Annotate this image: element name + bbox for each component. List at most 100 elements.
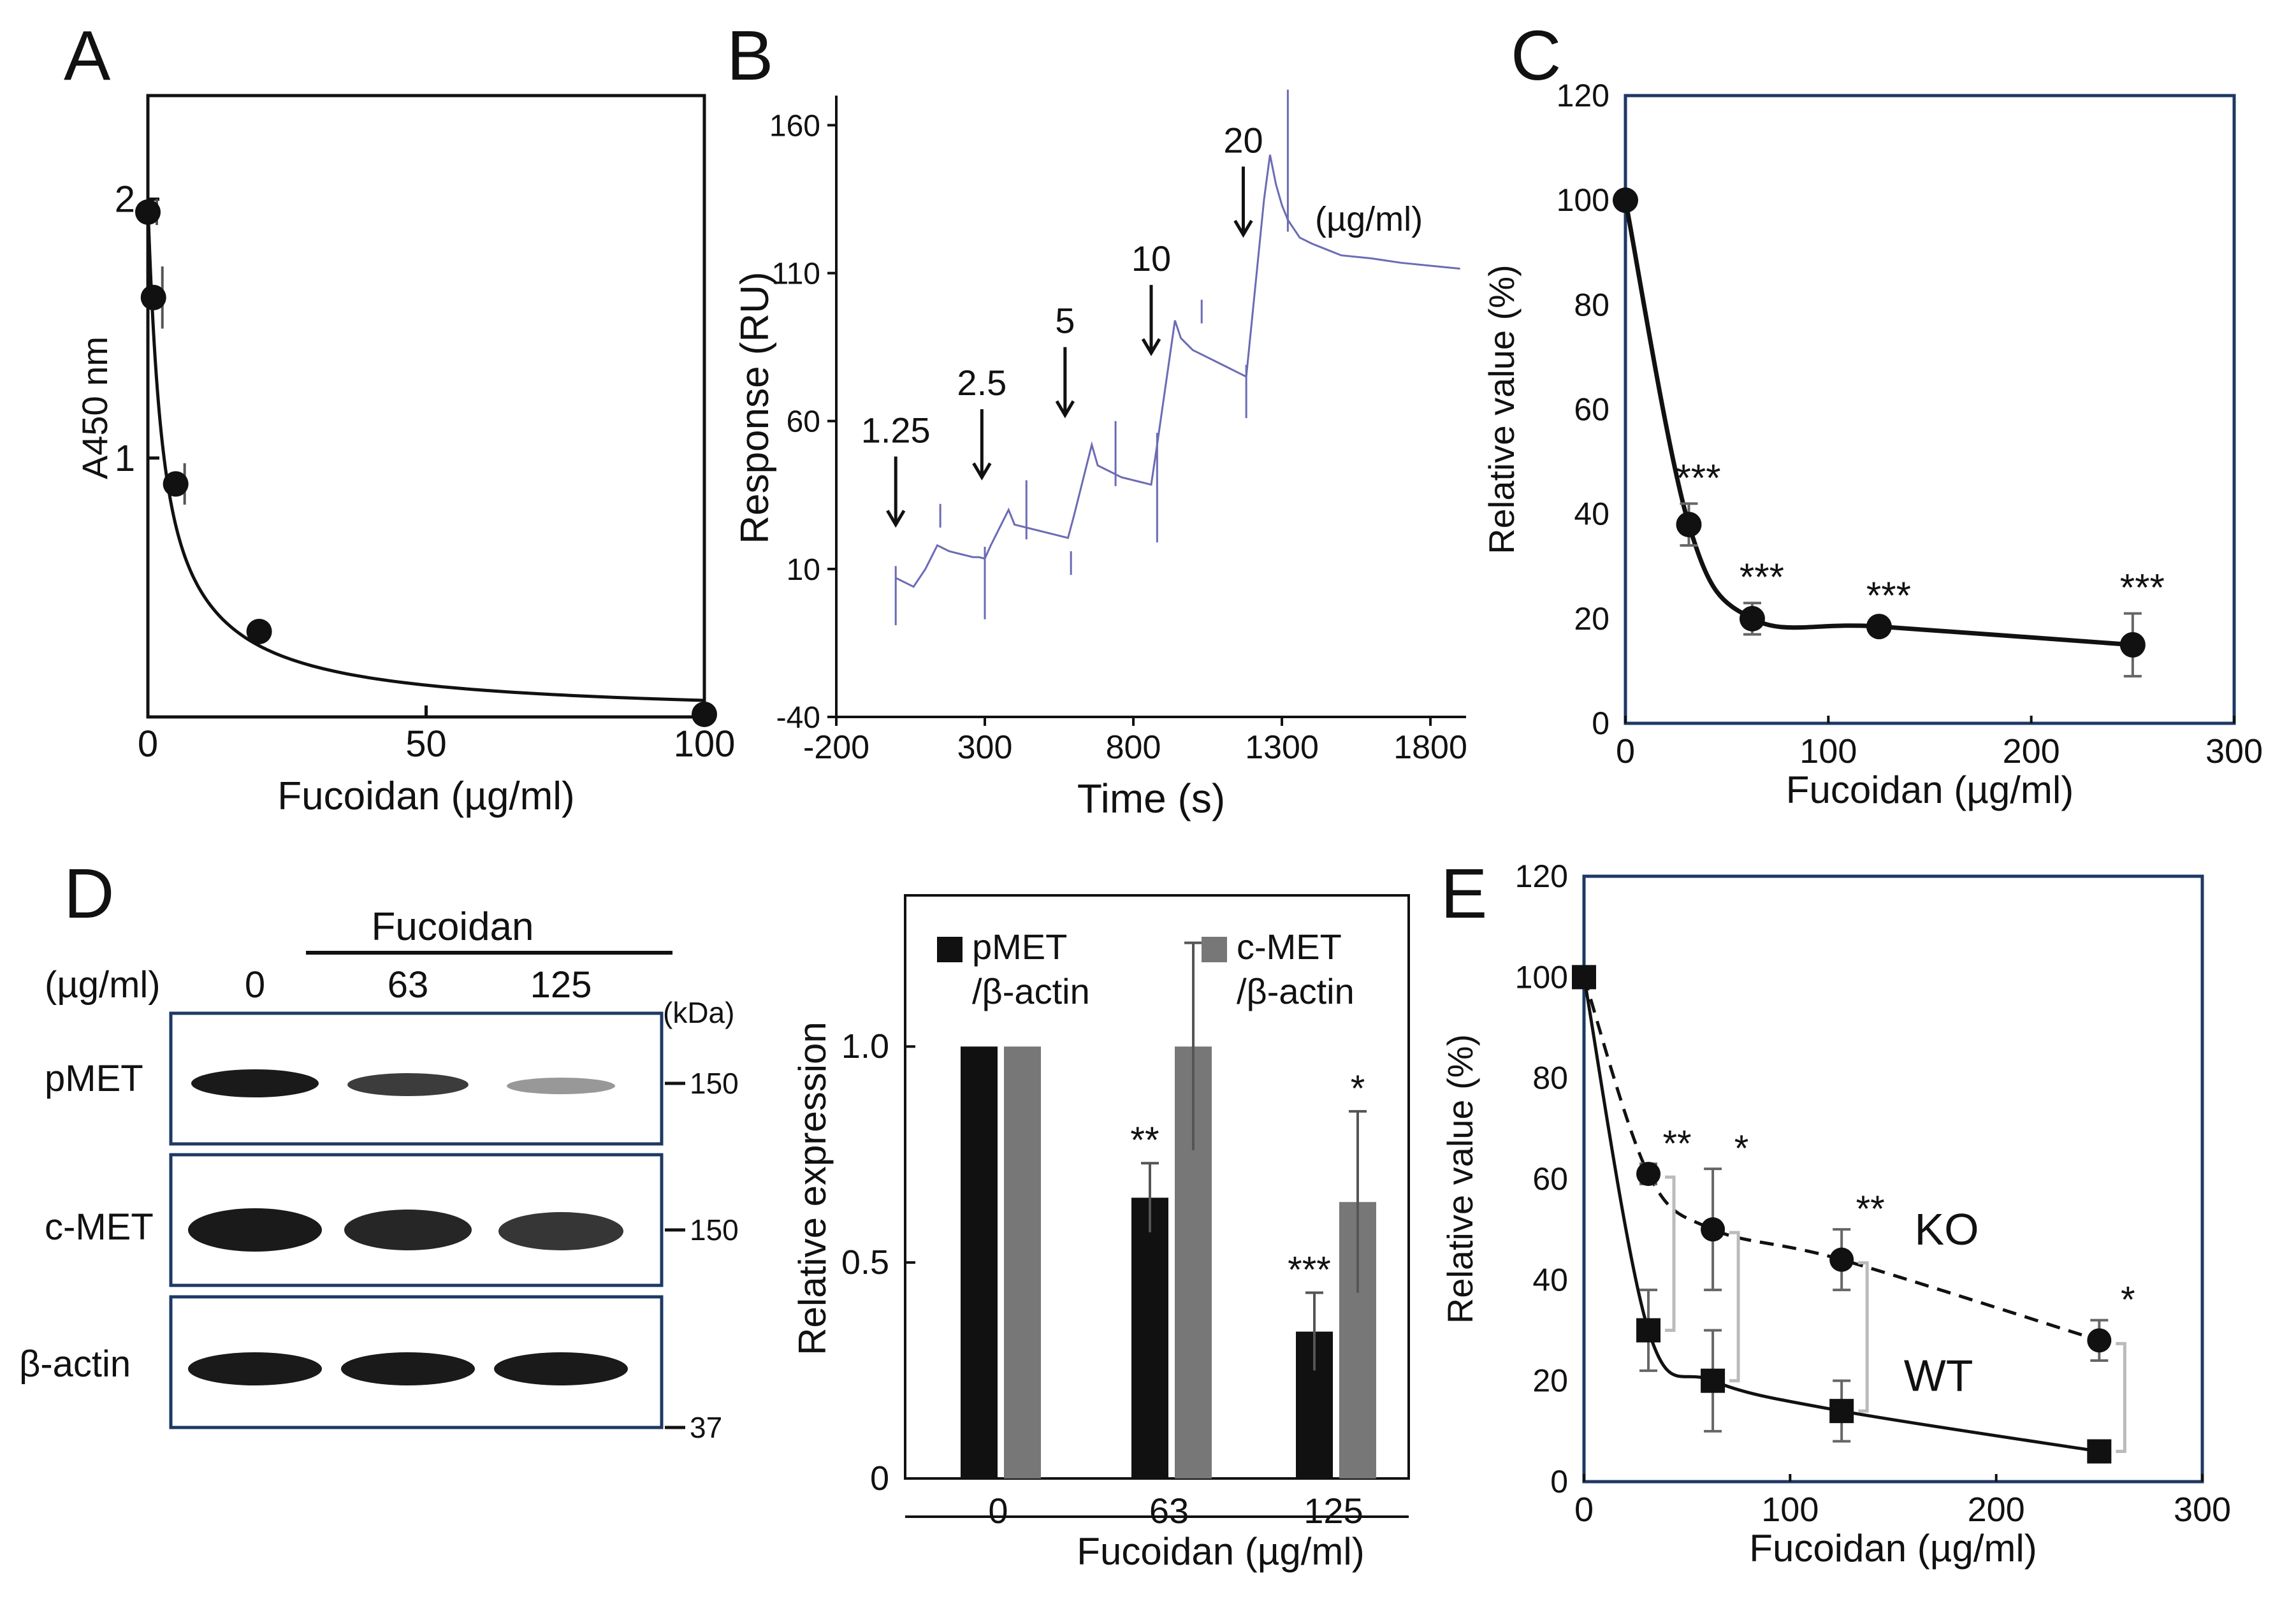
significance-bracket (2116, 1341, 2126, 1453)
panel-label-b: B (727, 17, 773, 95)
ko-data-point (2087, 1328, 2112, 1353)
legend-label: /β-actin (1237, 971, 1355, 1011)
y-tick-label: 60 (1532, 1161, 1568, 1197)
y-tick-label: 100 (1515, 959, 1568, 995)
significance-marker: * (1734, 1128, 1749, 1169)
significance-marker: *** (1866, 574, 1911, 617)
y-tick-label: 1.0 (841, 1027, 889, 1066)
x-tick-label: 1800 (1393, 729, 1467, 766)
y-tick-label: 20 (1574, 601, 1609, 637)
x-axis-title: Fucoidan (µg/ml) (1749, 1527, 2037, 1570)
ko-data-point (1636, 1162, 1661, 1187)
y-axis-title: Relative value (%) (1481, 264, 1522, 554)
plot-frame (1624, 94, 2236, 725)
injection-label: 5 (1055, 301, 1075, 341)
x-tick-label: -200 (803, 729, 869, 766)
sensorgram-line (895, 154, 1460, 588)
blot-band (188, 1208, 322, 1252)
x-tick-label: 63 (1149, 1491, 1189, 1531)
x-tick-label: 800 (1106, 729, 1161, 766)
y-axis-title: A450 nm (75, 336, 115, 479)
x-tick-label: 0 (1616, 732, 1635, 770)
panel-a-chart: 1 2 0 50 100 Fucoidan (µg/ml) A450 nm (75, 94, 735, 818)
series-label-wt: WT (1904, 1351, 1973, 1401)
ko-data-point (1829, 1247, 1854, 1272)
blot-lane-label: 125 (530, 964, 592, 1006)
y-tick-label: 110 (771, 257, 820, 291)
y-tick-label: 2 (115, 179, 135, 220)
panel-c-chart: 0 20 40 60 80 100 120 0 100 200 300 Fucoidan (µg/ml… (1481, 78, 2263, 811)
x-axis-title: Fucoidan (µg/ml) (1786, 769, 2074, 811)
plot-frame (1582, 874, 2204, 1484)
blot-row-bands (188, 1352, 628, 1385)
data-point (1676, 512, 1702, 538)
y-tick-label: 40 (1532, 1262, 1568, 1297)
y-tick-label: 1 (115, 438, 135, 479)
y-axis-title: Relative expression (791, 1022, 834, 1355)
blot-marker-label: 150 (690, 1067, 739, 1100)
panel-b-chart: -40 10 60 110 160 -200 300 800 1300 1800 Time (s) R… (733, 89, 1467, 821)
blot-lane-label: 63 (388, 964, 429, 1006)
injection-arrowhead (886, 509, 906, 528)
significance-marker: ** (1662, 1123, 1691, 1164)
blot-treatment-label: Fucoidan (371, 905, 534, 949)
series-label-ko: KO (1914, 1204, 1979, 1254)
y-tick-label: 120 (1515, 858, 1568, 894)
wt-data-point (1572, 965, 1596, 990)
injection-label: 1.25 (861, 410, 931, 450)
y-tick-label: 10 (787, 553, 820, 587)
data-point (140, 284, 166, 310)
blot-row-label: pMET (45, 1058, 143, 1099)
y-axis-title: Relative value (%) (1440, 1034, 1480, 1324)
data-point (1739, 605, 1765, 632)
blot-band (188, 1352, 322, 1385)
y-tick-label: 20 (1532, 1363, 1568, 1399)
wt-data-point (1701, 1368, 1726, 1393)
x-tick-label: 0 (1574, 1491, 1594, 1529)
blot-band (498, 1212, 623, 1250)
x-tick-label: 300 (2174, 1491, 2231, 1529)
panel-label-e: E (1441, 855, 1487, 933)
significance-marker: * (2121, 1280, 2135, 1321)
legend-label: pMET (972, 927, 1067, 967)
blot-band (344, 1210, 472, 1250)
legend-label: c-MET (1237, 927, 1342, 967)
blot-kda-label: (kDa) (663, 996, 734, 1029)
plot-frame (146, 94, 706, 719)
blot-marker-label: 37 (690, 1411, 722, 1444)
x-axis-title: Fucoidan (µg/ml) (277, 774, 574, 818)
blot-band (507, 1078, 615, 1094)
significance-marker: ** (1856, 1189, 1885, 1230)
significance-marker: *** (2120, 567, 2165, 609)
significance-bracket (1665, 1175, 1676, 1332)
significance-marker: ** (1130, 1120, 1159, 1161)
y-tick-label: 60 (787, 405, 820, 439)
blot-lane-label: 0 (245, 964, 265, 1006)
injection-arrowhead (1233, 219, 1253, 238)
panel-label-a: A (64, 17, 111, 95)
x-tick-label: 200 (1968, 1491, 2025, 1529)
blot-row-label: c-MET (45, 1206, 154, 1248)
y-tick-label: 120 (1557, 78, 1609, 113)
y-tick-label: 80 (1532, 1060, 1568, 1096)
data-point (135, 199, 161, 225)
x-tick-label: 125 (1304, 1491, 1363, 1531)
data-point (692, 701, 717, 727)
x-axis-title: Fucoidan (µg/ml) (1077, 1530, 1364, 1573)
data-point (163, 471, 189, 497)
y-axis-title: Response (RU) (733, 271, 777, 544)
y-tick-label: 0 (870, 1459, 889, 1498)
significance-bracket (1729, 1231, 1740, 1383)
x-tick-label: 1300 (1245, 729, 1319, 766)
x-tick-label: 50 (405, 723, 447, 765)
injection-arrowhead (1055, 400, 1075, 419)
significance-marker: *** (1676, 456, 1720, 499)
panel-e-chart: 0 20 40 60 80 100 120 0 100 200 300 Fucoidan (µg/ml… (1440, 858, 2231, 1570)
x-tick-label: 100 (1799, 732, 1857, 770)
legend-swatch (1202, 937, 1227, 962)
data-point (246, 618, 272, 644)
blot-band (347, 1073, 469, 1096)
injection-arrowhead (1141, 338, 1161, 356)
data-point (1866, 614, 1892, 640)
